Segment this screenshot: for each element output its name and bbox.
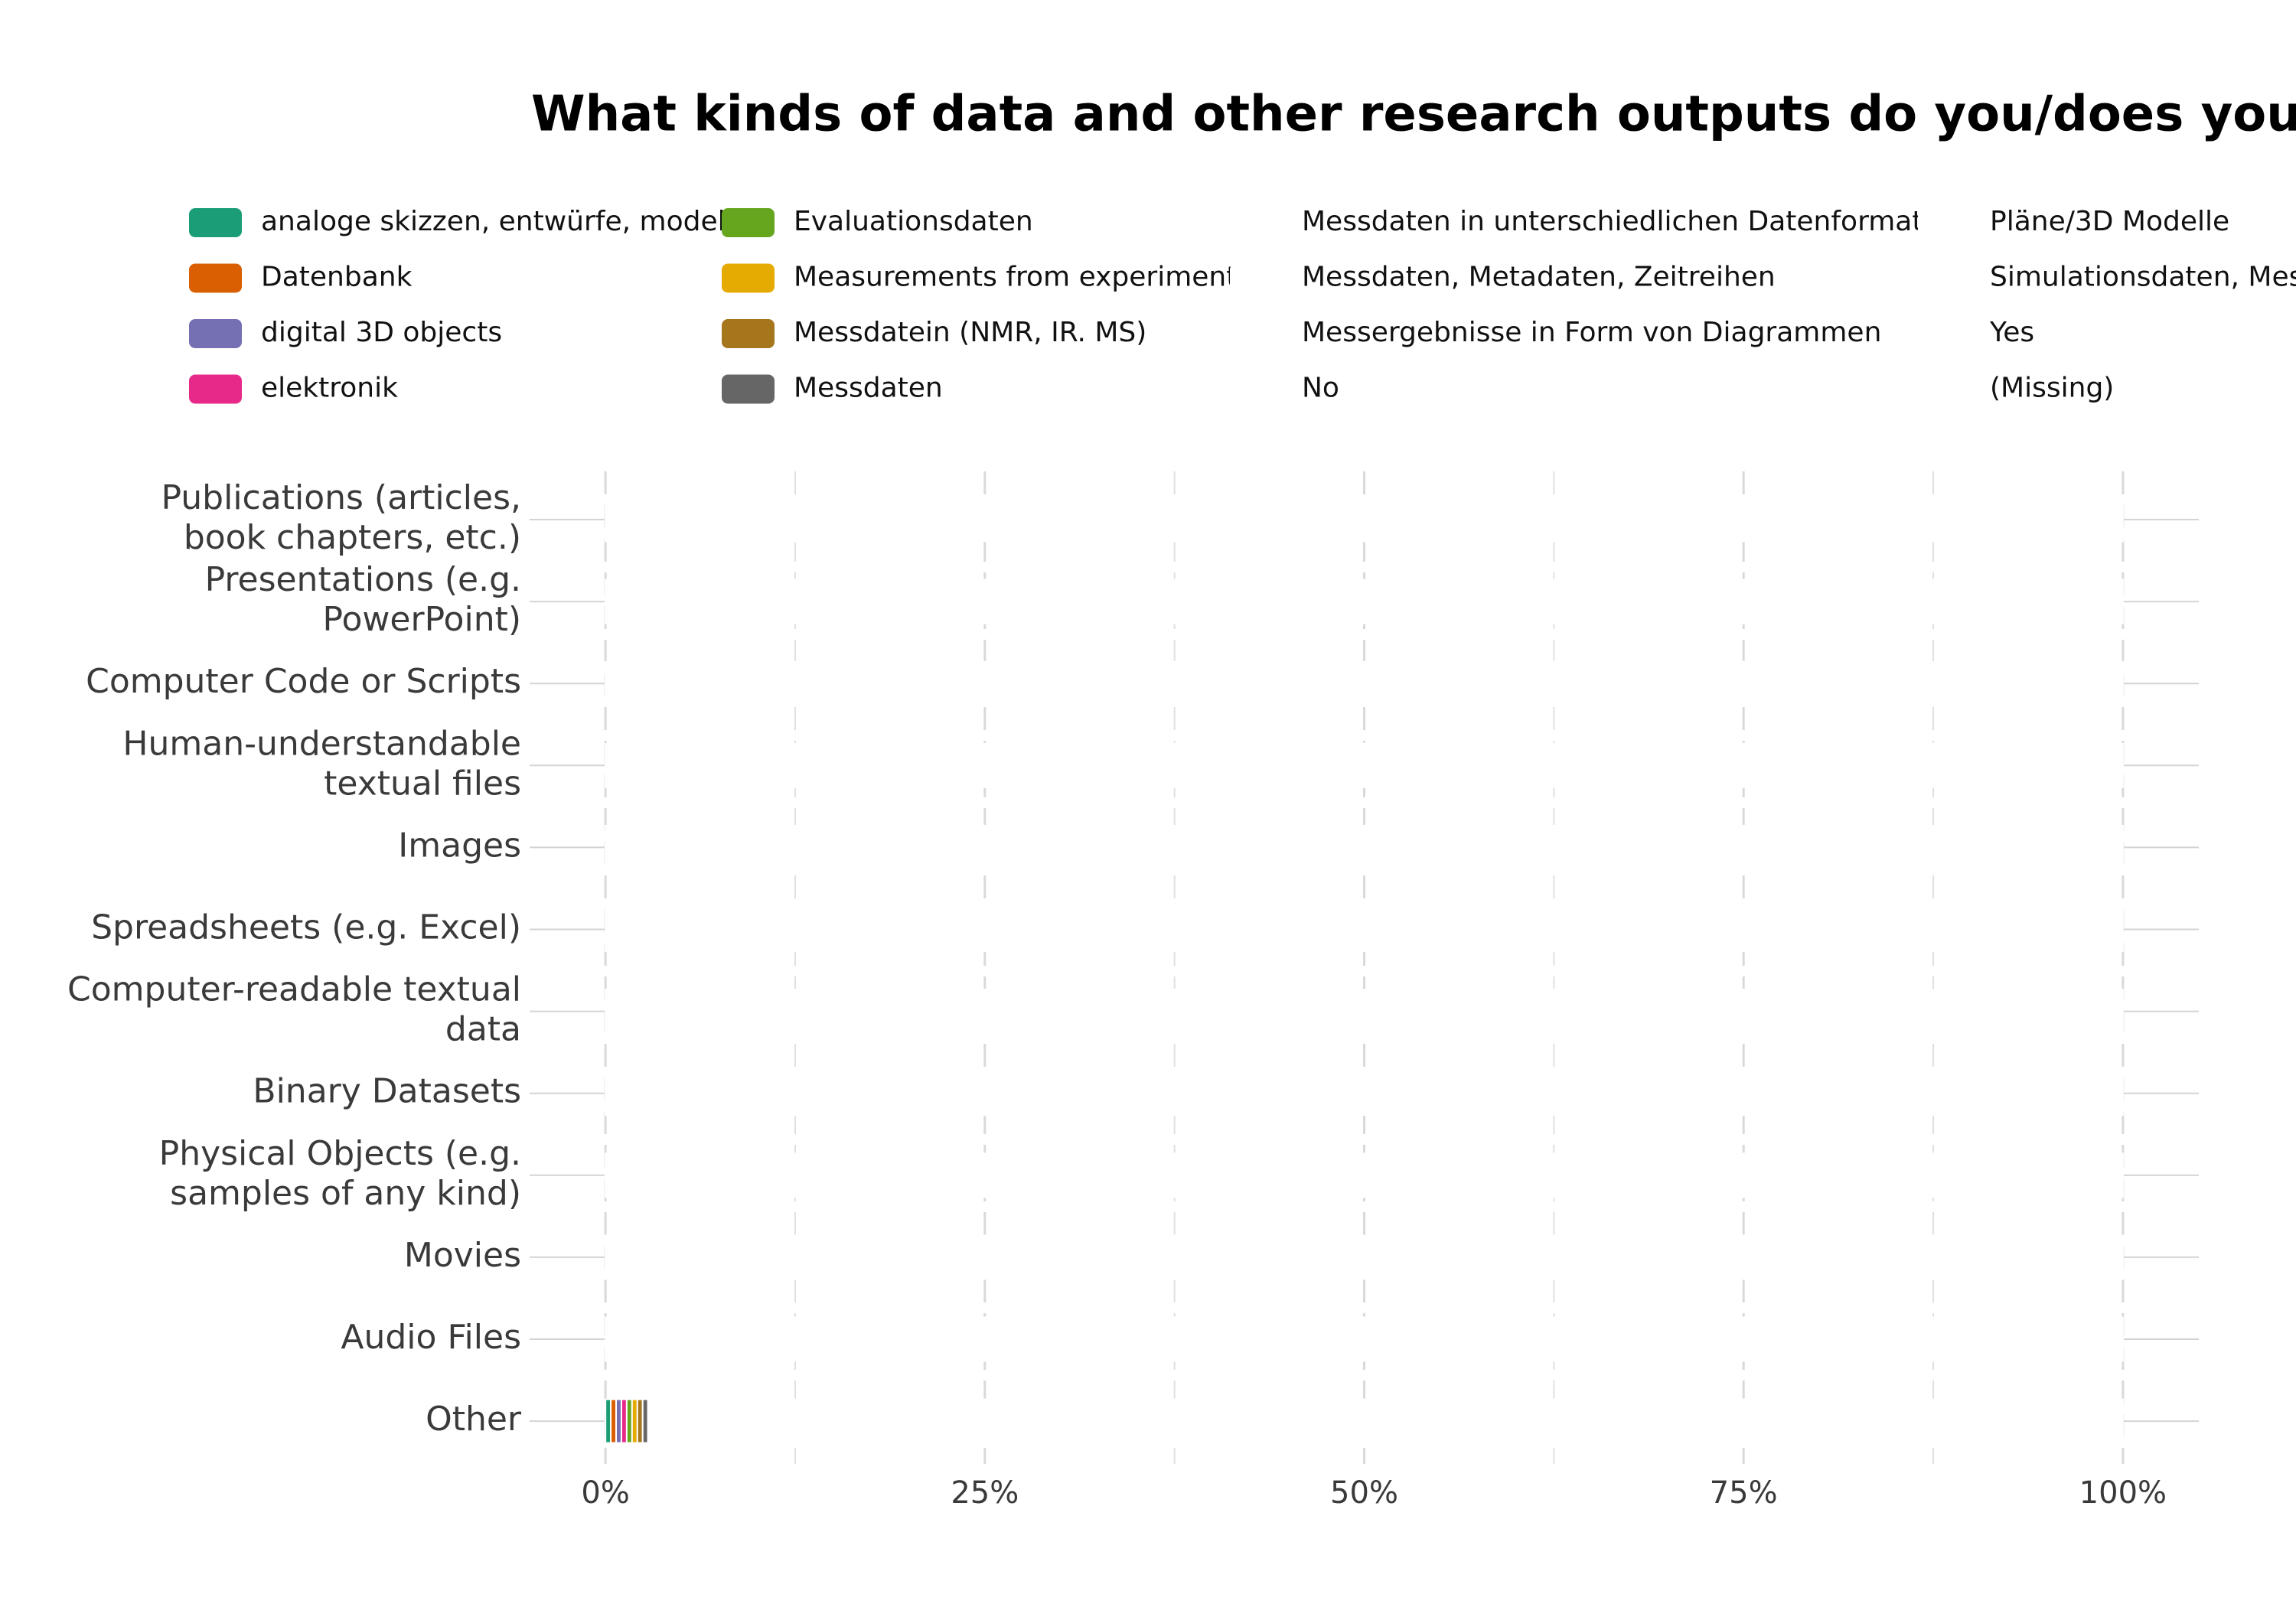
bar-segment bbox=[625, 1398, 633, 1444]
bar-segment bbox=[954, 1234, 2124, 1280]
legend-swatch bbox=[722, 263, 775, 293]
y-tick-label: Audio Files bbox=[341, 1318, 521, 1357]
y-tick-label: Binary Datasets bbox=[253, 1072, 521, 1111]
y-tick-label: Publications (articles, book chapters, et… bbox=[161, 478, 521, 557]
bar-segment bbox=[605, 1234, 956, 1280]
legend-swatch bbox=[1918, 374, 1971, 404]
bar-segment bbox=[663, 1398, 670, 1444]
legend-label: No bbox=[1302, 373, 1339, 404]
y-tick-label: Movies bbox=[404, 1236, 521, 1275]
bar-segment bbox=[605, 1071, 1168, 1116]
legend-label: digital 3D objects bbox=[261, 317, 502, 348]
legend-swatch bbox=[189, 208, 242, 237]
legend-label: Measurements from experiments bbox=[794, 262, 1251, 293]
bar-segment bbox=[668, 1398, 676, 1444]
legend-label: Messdaten bbox=[794, 373, 943, 404]
y-tick-label: Other bbox=[426, 1400, 522, 1439]
y-tick-label: Presentations (e.g. PowerPoint) bbox=[205, 560, 521, 639]
bar-segment bbox=[636, 1398, 644, 1444]
bar-segment bbox=[1955, 497, 2124, 543]
x-tick-label: 25% bbox=[951, 1475, 1019, 1511]
legend-swatch bbox=[1230, 319, 1283, 348]
legend-label: Yes bbox=[1989, 317, 2034, 348]
bar-segment bbox=[1439, 824, 2124, 870]
bar-segment bbox=[605, 742, 1502, 788]
bar-segment bbox=[605, 579, 1775, 624]
legend-label: Messdaten, Metadaten, Zeitreihen bbox=[1302, 262, 1776, 293]
bar-segment bbox=[631, 1398, 638, 1444]
y-tick-label: Computer Code or Scripts bbox=[86, 662, 521, 701]
legend-swatch bbox=[1230, 374, 1283, 404]
legend-swatch bbox=[189, 263, 242, 293]
chart-title: What kinds of data and other research ou… bbox=[531, 86, 2296, 143]
legend-label: (Missing) bbox=[1990, 373, 2114, 404]
bar-segment bbox=[673, 1398, 2124, 1444]
y-tick-label: Physical Objects (e.g. samples of any kin… bbox=[159, 1134, 521, 1213]
bar-segment bbox=[610, 1398, 618, 1444]
legend-label: Simulationsdaten, Messd bbox=[1990, 262, 2296, 293]
bar-segment bbox=[1287, 907, 2124, 952]
bar-segment bbox=[605, 497, 1957, 543]
legend-swatch bbox=[189, 374, 242, 404]
legend-label: Evaluationsdaten bbox=[794, 206, 1033, 237]
bar-segment bbox=[605, 824, 1441, 870]
x-tick-label: 100% bbox=[2079, 1475, 2167, 1511]
bar-segment bbox=[1212, 989, 2124, 1035]
y-tick-label: Images bbox=[398, 826, 521, 865]
legend-label: Messergebnisse in Form von Diagrammen bbox=[1302, 317, 1881, 348]
bar-segment bbox=[680, 1316, 2124, 1362]
bar-segment bbox=[620, 1398, 628, 1444]
bar-segment bbox=[605, 1398, 612, 1444]
legend-swatch bbox=[722, 208, 775, 237]
bar-segment bbox=[615, 1398, 622, 1444]
bar-segment bbox=[605, 1316, 683, 1362]
bar-segment bbox=[605, 1152, 1092, 1198]
x-tick-label: 50% bbox=[1330, 1475, 1398, 1511]
legend-swatch bbox=[1918, 208, 1971, 237]
y-tick-label: Human-understandable textual files bbox=[122, 724, 521, 803]
legend-label: Datenbank bbox=[261, 262, 413, 293]
bar-segment bbox=[1499, 742, 2124, 788]
legend-swatch bbox=[1230, 208, 1283, 237]
bar-segment bbox=[605, 660, 1669, 706]
x-tick-label: 0% bbox=[581, 1475, 629, 1511]
legend-label: Messdaten in unterschiedlichen Datenform… bbox=[1302, 206, 1957, 237]
bar-segment bbox=[1090, 1152, 2124, 1198]
bar-segment bbox=[605, 907, 1290, 952]
bar-segment bbox=[605, 989, 1214, 1035]
bar-segment bbox=[1773, 579, 2124, 624]
bar-segment bbox=[652, 1398, 660, 1444]
bar-segment bbox=[1166, 1071, 2124, 1116]
legend-swatch bbox=[189, 319, 242, 348]
legend-label: analoge skizzen, entwürfe, modelle bbox=[261, 206, 750, 237]
bar-segment bbox=[657, 1398, 665, 1444]
x-tick-label: 75% bbox=[1710, 1475, 1778, 1511]
legend-swatch bbox=[722, 319, 775, 348]
bar-segment bbox=[647, 1398, 654, 1444]
legend-swatch bbox=[1230, 263, 1283, 293]
bar-segment bbox=[641, 1398, 649, 1444]
y-tick-label: Computer-readable textual data bbox=[67, 970, 521, 1049]
legend-swatch bbox=[722, 374, 775, 404]
legend-label: Messdatein (NMR, IR. MS) bbox=[794, 317, 1146, 348]
legend-label: Pläne/3D Modelle bbox=[1990, 206, 2229, 237]
y-tick-label: Spreadsheets (e.g. Excel) bbox=[91, 908, 521, 947]
legend-swatch bbox=[1918, 319, 1971, 348]
bar-segment bbox=[1667, 660, 2124, 706]
legend-label: elektronik bbox=[261, 373, 398, 404]
legend-swatch bbox=[1918, 263, 1971, 293]
